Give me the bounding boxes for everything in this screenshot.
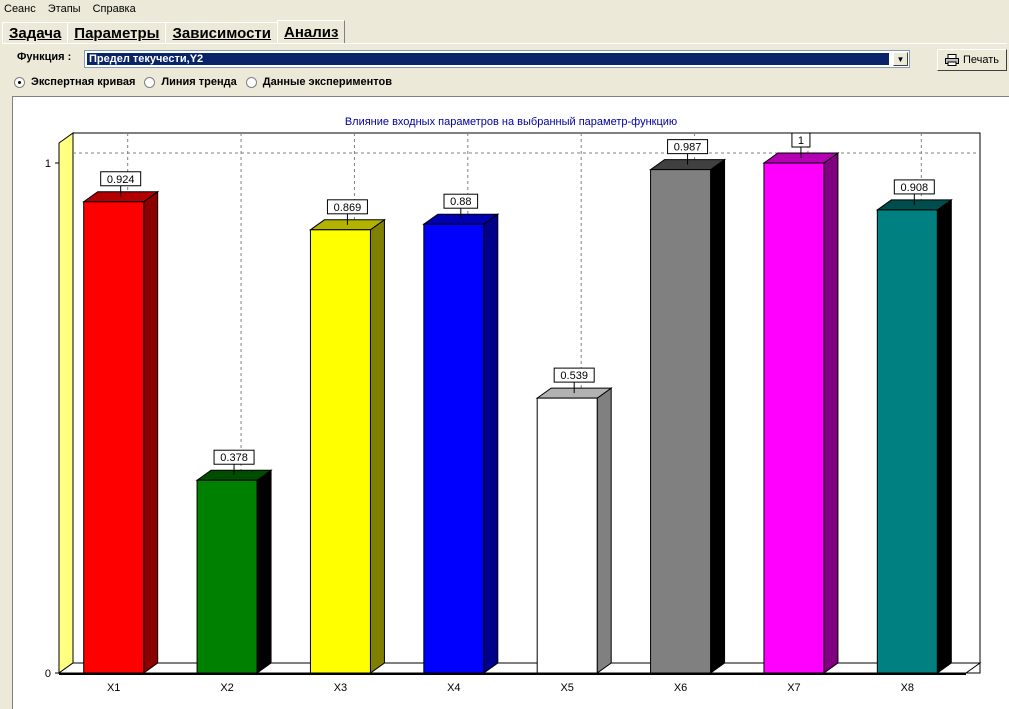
bar-x8: 0.908: [875, 179, 953, 674]
bar-front-face: [423, 223, 485, 674]
bar-chart: 0 1 Влияние входных параметров на выбранны…: [45, 116, 982, 694]
x-tick-label: X8: [901, 682, 914, 694]
bar-front-face: [83, 201, 145, 674]
data-label: 0.869: [334, 202, 362, 214]
chevron-down-icon[interactable]: ▼: [893, 52, 908, 66]
x-tick-label: X4: [447, 682, 460, 694]
bar-side-face: [823, 152, 839, 674]
tab-zadacha[interactable]: Задача: [2, 22, 69, 43]
data-label: 0.987: [674, 142, 702, 154]
function-label: Функция :: [17, 51, 72, 63]
radio-unchecked-icon: [144, 76, 156, 88]
data-label: 0.908: [901, 182, 929, 194]
function-value: Предел текучести,Y2: [87, 53, 889, 65]
bar-x1: 0.924: [82, 171, 160, 674]
radio-expert-curve-label: Экспертная кривая: [31, 76, 136, 88]
data-label: 0.539: [560, 370, 588, 382]
print-button[interactable]: Печать: [937, 49, 1007, 71]
data-label-box: [100, 171, 142, 187]
menu-etapy[interactable]: Этапы: [47, 3, 81, 15]
radio-experiment-data[interactable]: Данные экспериментов: [245, 76, 392, 88]
bar-front-face: [196, 479, 258, 674]
tab-strip: Задача Параметры Зависимости Анализ: [2, 20, 346, 44]
tab-analiz[interactable]: Анализ: [277, 20, 346, 44]
tab-zavisimosti[interactable]: Зависимости: [165, 22, 279, 43]
y-tick-label: 1: [45, 158, 51, 170]
mode-radio-group: Экспертная кривая Линия тренда Данные эк…: [14, 76, 401, 88]
radio-checked-icon: [14, 76, 25, 88]
data-label-box: [553, 367, 595, 383]
data-label-box: [443, 193, 479, 209]
x-tick-label: X7: [787, 682, 800, 694]
print-button-label: Печать: [962, 54, 1000, 66]
bar-x5: 0.539: [535, 367, 613, 674]
tab-parametry[interactable]: Параметры: [67, 22, 167, 43]
data-label: 0.924: [107, 174, 135, 186]
bar-side-face: [256, 469, 272, 674]
data-label-box: [213, 449, 255, 465]
menu-seans[interactable]: Сеанс: [4, 3, 36, 15]
data-label-box: [326, 199, 368, 215]
data-label-box: [791, 132, 811, 148]
chart-title: Влияние входных параметров на выбранный …: [345, 116, 677, 128]
x-tick-label: X5: [560, 682, 573, 694]
radio-expert-curve[interactable]: Экспертная кривая: [14, 76, 135, 88]
data-label: 1: [798, 135, 804, 147]
radio-unchecked-icon: [245, 76, 257, 88]
bar-x7: 1: [762, 132, 840, 674]
bar-x2: 0.378: [195, 449, 273, 674]
y-tick-label: 0: [45, 668, 51, 680]
x-tick-label: X1: [107, 682, 120, 694]
data-label-box: [893, 179, 935, 195]
bar-side-face: [710, 158, 726, 674]
data-label: 0.88: [450, 196, 471, 208]
bar-side-face: [143, 190, 159, 674]
bar-side-face: [936, 198, 952, 674]
x-tick-label: X2: [220, 682, 233, 694]
bar-side-face: [369, 218, 385, 674]
bar-front-face: [876, 209, 938, 674]
function-dropdown[interactable]: Предел текучести,Y2 ▼: [84, 50, 910, 68]
bar-front-face: [763, 162, 825, 674]
bar-side-face: [596, 387, 612, 674]
data-label-box: [667, 139, 709, 155]
radio-trend-line[interactable]: Линия тренда: [144, 76, 237, 88]
bar-front-face: [536, 397, 598, 674]
plot-side-wall: [58, 132, 74, 674]
bar-side-face: [483, 213, 499, 674]
radio-trend-line-label: Линия тренда: [161, 76, 237, 88]
bar-x6: 0.987: [649, 139, 727, 674]
bar-front-face: [650, 169, 712, 674]
chart-panel: 0 1 Влияние входных параметров на выбранны…: [12, 96, 1009, 709]
radio-experiment-data-label: Данные экспериментов: [262, 76, 392, 88]
x-tick-label: X6: [674, 682, 687, 694]
printer-icon: [944, 54, 959, 66]
bar-x4: 0.88: [422, 193, 500, 674]
bar-front-face: [309, 229, 371, 674]
menu-spravka[interactable]: Справка: [92, 3, 136, 15]
data-label: 0.378: [220, 452, 248, 464]
x-tick-label: X3: [334, 682, 347, 694]
tab-divider: [2, 43, 1007, 44]
menu-bar: Сеанс Этапы Справка: [0, 0, 1009, 18]
bar-x3: 0.869: [308, 199, 386, 674]
